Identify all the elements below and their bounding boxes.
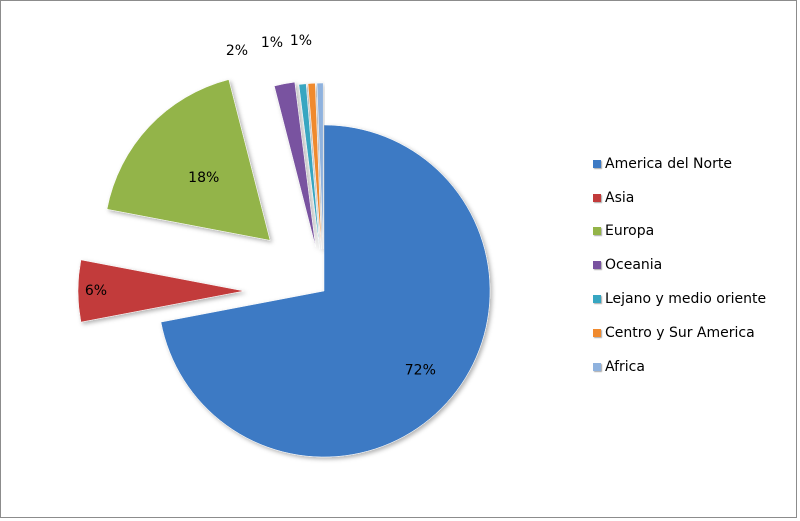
data-label-lejano-y-medio-oriente: 1%: [261, 35, 283, 51]
legend-label: Oceania: [605, 257, 663, 274]
data-label-europa: 18%: [188, 170, 219, 186]
legend: America del Norte Asia Europa Oceania Lejano…: [593, 147, 793, 384]
legend-label: Asia: [605, 189, 635, 206]
legend-item-asia: Asia: [593, 181, 793, 215]
pie-slice-centro-y-sur-america: [307, 82, 322, 250]
legend-label: America del Norte: [605, 155, 732, 172]
legend-label: Lejano y medio oriente: [605, 291, 767, 308]
legend-label: Centro y Sur America: [605, 324, 755, 341]
legend-item-africa: Africa: [593, 350, 793, 384]
data-label-centro-y-sur-america: 1%: [290, 33, 312, 49]
pie-slice-lejano-y-medio-oriente: [298, 83, 320, 250]
pie-slice-europa: [106, 79, 271, 241]
legend-swatch: [593, 295, 601, 304]
legend-swatch: [593, 362, 601, 371]
pie-slice-asia: [77, 259, 245, 323]
legend-swatch: [593, 227, 601, 236]
legend-item-lejano-y-medio-oriente: Lejano y medio oriente: [593, 282, 793, 316]
legend-swatch: [593, 193, 601, 202]
pie-slice-oceania: [273, 81, 316, 247]
legend-swatch: [593, 328, 601, 337]
legend-item-america-del-norte: America del Norte: [593, 147, 793, 181]
pie-data-labels: 72% 6% 18% 2% 1% 1%: [85, 33, 436, 379]
pie-slices: [77, 79, 491, 458]
pie-slice-america-del-norte: [160, 124, 491, 458]
legend-item-oceania: Oceania: [593, 248, 793, 282]
pie-slice-africa: [316, 82, 324, 250]
legend-label: Europa: [605, 223, 655, 240]
data-label-asia: 6%: [85, 283, 107, 299]
data-label-oceania: 2%: [226, 43, 248, 59]
legend-item-centro-y-sur-america: Centro y Sur America: [593, 316, 793, 350]
legend-label: Africa: [605, 358, 645, 375]
legend-item-europa: Europa: [593, 215, 793, 249]
legend-swatch: [593, 159, 601, 168]
legend-swatch: [593, 261, 601, 270]
data-label-america-del-norte: 72%: [405, 363, 436, 379]
